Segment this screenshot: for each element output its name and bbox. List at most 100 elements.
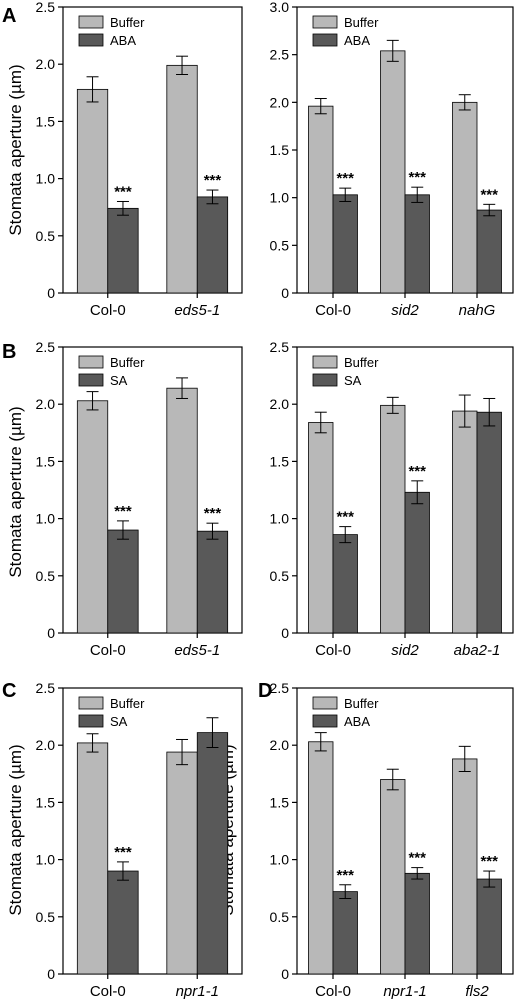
legend-label-aba: ABA (344, 33, 370, 48)
y-tick-label: 2.5 (36, 0, 56, 15)
y-tick-label: 1.5 (270, 453, 290, 469)
y-tick-label: 0 (47, 285, 55, 301)
legend-swatch-buffer (78, 15, 104, 29)
x-tick-label: sid2 (391, 302, 419, 319)
significance-label: *** (114, 183, 132, 200)
y-tick-label: 1.5 (36, 453, 56, 469)
y-axis-title-c: Stomata aperture (µm) (6, 744, 25, 915)
bar-aba (332, 891, 358, 975)
y-tick-label: 0.5 (36, 228, 56, 244)
legend-swatch-buffer (78, 696, 104, 710)
panel-letter-d: D (258, 680, 272, 702)
plot-frame (62, 6, 243, 294)
y-tick-label: 1.0 (36, 171, 56, 187)
significance-label: *** (408, 463, 426, 480)
legend-swatch-aba (312, 714, 338, 728)
significance-label: *** (336, 509, 354, 526)
y-tick-label: 2.0 (270, 737, 290, 753)
x-tick-label: Col-0 (90, 302, 126, 319)
bar-buffer (166, 64, 198, 294)
y-tick-label: 1.0 (270, 190, 290, 206)
x-tick-label: Col-0 (315, 642, 351, 659)
bar-buffer (308, 422, 334, 634)
bar-aba (404, 872, 430, 975)
bar-buffer (76, 88, 109, 294)
legend-label-buffer: Buffer (110, 15, 145, 30)
bar-buffer (452, 101, 478, 294)
bar-buffer (380, 404, 406, 634)
legend-label-sa: SA (110, 714, 128, 729)
bar-sa (107, 870, 139, 975)
bar-buffer (166, 751, 198, 975)
legend-swatch-buffer (312, 15, 338, 29)
bar-sa (196, 530, 229, 634)
bar-buffer (76, 400, 109, 634)
legend-swatch-sa (312, 373, 338, 387)
legend-label-buffer: Buffer (344, 696, 379, 711)
significance-label: *** (480, 186, 498, 203)
chart-b-right: 0 0.5 1.0 1.5 2.0 2.5 Col-0 *** sid2 *** aba2-1 Buf… (270, 339, 514, 659)
y-tick-label: 2.5 (36, 680, 56, 696)
chart-b-left: 0 0.5 1.0 1.5 2.0 2.5 Col-0 *** eds5-1 *** Buffer S… (36, 339, 243, 659)
y-axis-title-a: Stomata aperture (µm) (6, 64, 25, 235)
x-tick-label: nahG (459, 302, 496, 319)
y-tick-label: 1.5 (36, 794, 56, 810)
chart-a-left: 0 0.5 1.0 1.5 2.0 2.5 Col-0 *** eds5-1 *** Buffer A… (36, 0, 243, 319)
bar-buffer (452, 410, 478, 634)
y-tick-label: 2.0 (36, 56, 56, 72)
legend-swatch-sa (78, 714, 104, 728)
plot-frame (62, 687, 243, 975)
bar-buffer (380, 779, 406, 975)
significance-label: *** (408, 169, 426, 186)
y-tick-label: 2.5 (270, 339, 290, 355)
y-tick-label: 1.5 (36, 113, 56, 129)
y-tick-label: 1.5 (270, 142, 290, 158)
y-tick-label: 1.0 (36, 852, 56, 868)
y-tick-label: 0 (47, 625, 55, 641)
y-tick-label: 0.5 (270, 909, 290, 925)
y-tick-label: 3.0 (270, 0, 290, 15)
y-tick-label: 2.5 (270, 47, 290, 63)
plot-frame (62, 346, 243, 634)
y-tick-label: 2.0 (36, 737, 56, 753)
significance-label: *** (204, 505, 222, 522)
y-tick-label: 0 (281, 966, 289, 982)
y-tick-label: 0 (281, 285, 289, 301)
panel-letter-a: A (2, 5, 16, 27)
legend-label-buffer: Buffer (110, 355, 145, 370)
x-tick-label: eds5-1 (174, 302, 220, 319)
bar-aba (332, 194, 358, 294)
bar-aba (476, 878, 502, 975)
bar-buffer (308, 741, 334, 975)
bar-buffer (380, 50, 406, 294)
bar-aba (476, 209, 502, 294)
significance-label: *** (204, 172, 222, 189)
legend-swatch-buffer (312, 696, 338, 710)
legend-label-buffer: Buffer (344, 15, 379, 30)
x-tick-label: aba2-1 (454, 642, 501, 659)
legend-label-sa: SA (110, 373, 128, 388)
bar-sa (404, 491, 430, 634)
y-tick-label: 2.0 (270, 396, 290, 412)
y-tick-label: 1.0 (270, 852, 290, 868)
x-tick-label: Col-0 (315, 983, 351, 999)
y-tick-label: 0.5 (270, 568, 290, 584)
legend-swatch-buffer (312, 355, 338, 369)
y-tick-label: 0.5 (270, 237, 290, 253)
legend-swatch-aba (312, 33, 338, 47)
legend-label-aba: ABA (110, 33, 136, 48)
x-tick-label: Col-0 (90, 642, 126, 659)
significance-label: *** (480, 853, 498, 870)
significance-label: *** (408, 850, 426, 867)
legend-swatch-sa (78, 373, 104, 387)
panel-letter-c: C (2, 680, 16, 702)
y-tick-label: 1.5 (270, 794, 290, 810)
legend-label-aba: ABA (344, 714, 370, 729)
x-tick-label: Col-0 (90, 983, 126, 999)
y-tick-label: 2.0 (36, 396, 56, 412)
bar-sa (332, 534, 358, 634)
x-tick-label: sid2 (391, 642, 419, 659)
bar-buffer (166, 387, 198, 634)
bar-aba (404, 194, 430, 294)
